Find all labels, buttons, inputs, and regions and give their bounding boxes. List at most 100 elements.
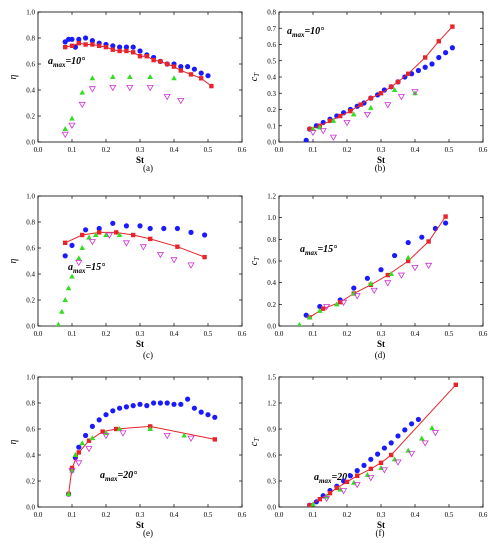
data-point	[88, 86, 96, 93]
data-point	[69, 36, 75, 42]
data-point	[62, 253, 68, 259]
data-point	[144, 403, 150, 409]
data-point	[83, 35, 89, 41]
data-point	[317, 307, 323, 313]
data-point	[323, 304, 331, 311]
data-point	[309, 129, 317, 137]
series-green-triangle	[62, 74, 177, 131]
y-tick-label: 0.8	[267, 236, 276, 244]
data-point	[151, 400, 157, 406]
data-point	[375, 451, 381, 457]
data-point	[381, 445, 387, 451]
data-point	[363, 111, 371, 119]
data-point	[429, 425, 435, 431]
data-point	[110, 74, 116, 79]
data-point	[59, 308, 65, 314]
series-magenta-triangle-down	[75, 232, 195, 269]
data-point	[116, 232, 123, 237]
y-tick-label: 0.0	[26, 139, 35, 147]
data-point	[137, 48, 143, 54]
data-point	[105, 232, 113, 239]
y-tick-label: 1.2	[267, 193, 276, 201]
data-point	[205, 412, 211, 418]
data-point	[199, 76, 204, 81]
x-tick-label: 0.3	[136, 146, 145, 154]
plot-area	[61, 35, 214, 138]
y-tick-label: 1.0	[26, 193, 35, 201]
x-tick-label: 0.0	[34, 330, 43, 338]
data-point	[202, 232, 208, 238]
x-tick-label: 0.1	[68, 146, 77, 154]
data-point	[117, 44, 123, 50]
plot-frame	[37, 376, 243, 508]
x-tick-label: 0.0	[34, 511, 43, 519]
data-point	[164, 400, 170, 406]
series-magenta-triangle-down	[309, 89, 419, 141]
data-point	[367, 475, 375, 482]
data-point	[83, 227, 89, 233]
data-point	[126, 85, 134, 92]
data-point	[124, 48, 129, 54]
data-point	[69, 43, 75, 48]
data-point	[188, 72, 194, 77]
data-point	[116, 426, 123, 431]
series-green-triangle	[55, 232, 123, 326]
data-point	[127, 74, 133, 79]
x-tick-label: 0.2	[343, 330, 352, 338]
data-point	[389, 452, 394, 458]
x-tick-label: 0.5	[445, 330, 454, 338]
data-point	[378, 91, 384, 96]
data-point	[378, 460, 384, 465]
data-point	[425, 262, 433, 270]
data-point	[364, 275, 370, 281]
series-line	[309, 26, 453, 130]
data-point	[415, 416, 421, 423]
x-tick-label: 0.6	[238, 146, 247, 154]
x-tick-label: 0.5	[204, 511, 213, 519]
panel-e: 0.0 0.1 0.2 0.3 0.4 0.5 0.6 0.0 0.2 0.4 0.6 0.8 1.0 S…	[8, 374, 247, 539]
data-point	[109, 85, 117, 92]
series-red-square-line	[66, 424, 217, 497]
data-point	[88, 239, 96, 246]
x-tick-label: 0.1	[309, 330, 318, 338]
series-red-square-line	[307, 24, 455, 132]
data-point	[368, 95, 373, 101]
series-blue-circle	[307, 416, 421, 507]
panel-caption: (d)	[375, 350, 386, 360]
x-tick-label: 0.5	[445, 146, 454, 154]
data-point	[123, 44, 129, 50]
panel-caption: (c)	[143, 350, 153, 360]
x-tick-label: 0.2	[102, 146, 111, 154]
data-point	[131, 232, 136, 238]
data-point	[449, 45, 455, 51]
data-point	[123, 404, 129, 410]
data-point	[110, 408, 116, 414]
panel-d: 0.0 0.1 0.2 0.3 0.4 0.5 0.6 0.0 0.2 0.4 0.6 0.8 1.0 1…	[249, 193, 488, 361]
y-tick-label: 0.7	[267, 25, 276, 33]
data-point	[158, 59, 163, 64]
data-point	[69, 115, 75, 121]
data-point	[426, 239, 431, 244]
y-tick-label: 0.5	[267, 57, 276, 65]
data-point	[178, 64, 184, 70]
y-tick-label: 0.3	[267, 478, 276, 486]
y-tick-label: 0.6	[26, 426, 35, 434]
data-point	[394, 459, 402, 466]
data-point	[317, 124, 323, 130]
data-point	[344, 479, 350, 485]
y-axis-label: η	[8, 439, 19, 444]
x-tick-label: 0.4	[411, 511, 420, 519]
data-point	[397, 272, 405, 279]
data-point	[402, 427, 408, 433]
x-tick-label: 0.0	[34, 146, 43, 154]
data-point	[431, 430, 439, 437]
data-point	[378, 267, 384, 273]
data-point	[187, 435, 195, 442]
data-point	[338, 113, 343, 119]
data-point	[76, 450, 81, 455]
data-point	[406, 71, 411, 76]
data-point	[89, 435, 96, 441]
data-point	[76, 36, 82, 42]
plot-frame	[37, 11, 243, 143]
